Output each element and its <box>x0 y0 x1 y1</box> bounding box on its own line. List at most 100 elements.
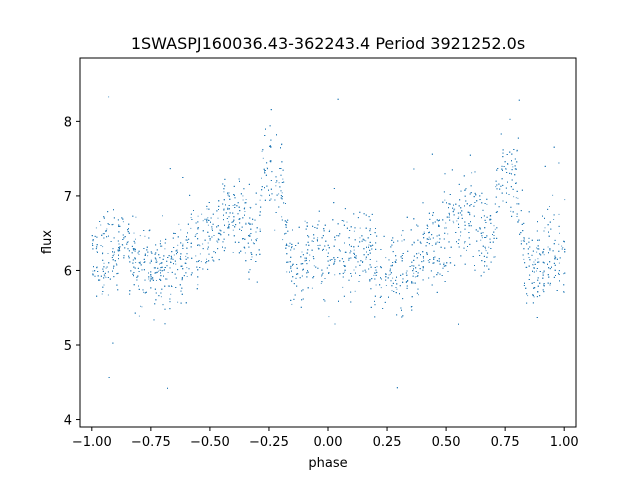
data-point <box>514 168 516 170</box>
data-point <box>164 323 166 325</box>
data-point <box>285 221 287 222</box>
data-point <box>389 273 391 275</box>
data-point <box>102 259 104 261</box>
data-point <box>198 260 200 261</box>
data-point <box>291 303 293 305</box>
data-point <box>128 257 130 259</box>
data-point <box>206 221 208 223</box>
data-point <box>169 168 171 170</box>
data-point <box>473 196 475 198</box>
data-point <box>376 266 378 268</box>
data-point <box>266 167 268 169</box>
data-point <box>489 219 491 221</box>
data-point <box>485 248 486 250</box>
data-point <box>202 268 204 270</box>
data-point <box>559 232 560 234</box>
data-point <box>350 301 352 303</box>
data-point <box>217 225 219 227</box>
data-point <box>343 220 345 222</box>
data-point <box>223 191 225 193</box>
data-point <box>422 233 424 235</box>
data-point <box>293 248 295 250</box>
data-point <box>302 263 304 265</box>
data-point <box>493 235 495 236</box>
data-point <box>334 239 336 241</box>
data-point <box>474 265 475 266</box>
data-point <box>232 225 234 226</box>
data-point <box>285 226 287 228</box>
data-point <box>480 232 482 234</box>
data-point <box>113 265 115 267</box>
data-point <box>138 262 140 264</box>
data-point <box>234 241 236 243</box>
data-point <box>94 235 96 237</box>
data-point <box>437 220 439 222</box>
data-point <box>375 269 377 271</box>
data-point <box>222 241 224 243</box>
data-point <box>93 266 94 268</box>
data-point <box>213 235 215 236</box>
data-point <box>544 217 545 219</box>
data-point <box>281 161 283 163</box>
data-point <box>456 220 458 222</box>
data-point <box>517 137 519 139</box>
data-point <box>516 216 518 217</box>
data-point <box>144 292 146 294</box>
data-point <box>259 253 261 255</box>
data-point <box>459 199 461 201</box>
data-point <box>183 275 185 277</box>
data-point <box>402 281 404 283</box>
data-point <box>307 270 308 272</box>
data-point <box>432 222 434 224</box>
data-point <box>161 262 163 264</box>
data-point <box>224 247 226 249</box>
data-point <box>563 284 565 286</box>
data-point <box>148 278 150 280</box>
data-point <box>242 195 244 197</box>
data-point <box>289 242 291 244</box>
data-point <box>426 242 428 243</box>
data-point <box>365 271 367 273</box>
data-point <box>280 168 282 169</box>
data-point <box>422 279 424 281</box>
data-point <box>159 257 161 259</box>
data-point <box>542 215 543 217</box>
data-point <box>127 229 129 231</box>
data-point <box>374 316 376 318</box>
data-point <box>421 261 423 263</box>
data-point <box>105 230 107 232</box>
data-point <box>228 216 230 218</box>
data-point <box>454 264 456 266</box>
data-point <box>428 261 430 263</box>
data-point <box>554 269 556 271</box>
data-point <box>99 279 101 281</box>
data-point <box>512 188 514 190</box>
data-point <box>291 246 293 248</box>
data-point <box>520 240 522 242</box>
data-point <box>168 285 170 287</box>
data-point <box>234 204 236 206</box>
data-point <box>181 277 183 279</box>
data-point <box>318 248 320 250</box>
data-point <box>445 222 447 224</box>
data-point <box>327 260 329 262</box>
data-point <box>275 182 277 183</box>
data-point <box>339 233 341 235</box>
data-point <box>413 268 414 270</box>
data-point <box>411 281 413 283</box>
data-point <box>107 271 109 273</box>
data-point <box>233 185 235 187</box>
data-point <box>177 301 179 303</box>
data-point <box>213 251 215 253</box>
data-point <box>558 162 560 164</box>
data-point <box>416 224 418 226</box>
data-point <box>485 222 487 223</box>
data-point <box>486 256 488 258</box>
data-point <box>429 231 430 233</box>
data-point <box>271 171 273 173</box>
data-point <box>261 195 263 197</box>
data-point <box>219 233 221 235</box>
data-point <box>426 252 428 254</box>
data-point <box>227 207 229 209</box>
data-point <box>397 240 399 242</box>
